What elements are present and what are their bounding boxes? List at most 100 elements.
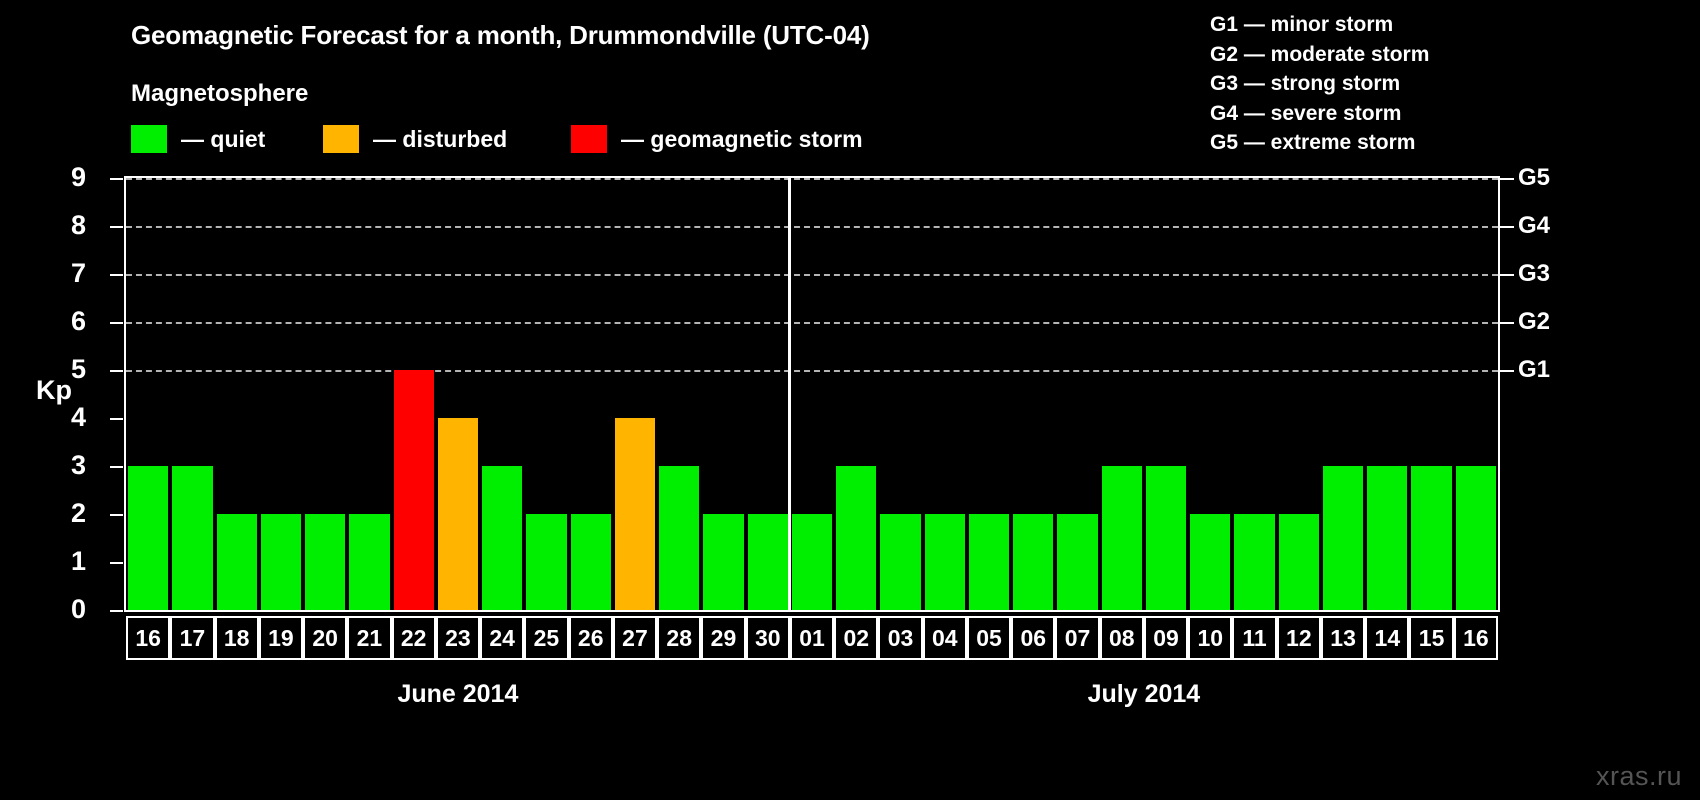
legend-swatch-disturbed: [323, 125, 359, 153]
bar-day-10[interactable]: [1190, 514, 1231, 610]
bar-day-07[interactable]: [1057, 514, 1098, 610]
bar-day-21[interactable]: [349, 514, 390, 610]
y-tick-label-6: 6: [70, 306, 86, 336]
g-scale-row-g3: G3 — strong storm: [1210, 72, 1401, 95]
bar-day-04[interactable]: [924, 514, 965, 610]
legend-swatch-quiet: [131, 125, 167, 153]
date-label-cell[interactable]: 11: [1232, 616, 1277, 660]
date-label-cell[interactable]: 01: [789, 616, 835, 660]
date-label-cell[interactable]: 30: [745, 616, 790, 660]
date-label-cell[interactable]: 23: [435, 616, 481, 660]
date-label-cell[interactable]: 20: [303, 616, 348, 660]
date-label-cell[interactable]: 26: [568, 616, 613, 660]
bar-day-18[interactable]: [216, 514, 257, 610]
bar-day-11[interactable]: [1234, 514, 1275, 610]
date-label-cell[interactable]: 05: [966, 616, 1012, 660]
y-tick-mark-0: [110, 610, 123, 612]
date-label-cell[interactable]: 07: [1055, 616, 1100, 660]
y-tick-label-5: 5: [70, 354, 86, 384]
date-label-cell[interactable]: 16: [126, 616, 171, 660]
date-label-cell[interactable]: 15: [1409, 616, 1454, 660]
bar-day-03[interactable]: [880, 514, 921, 610]
chart-plot-area: [124, 176, 1500, 612]
legend-swatch-geomagnetic-storm: [571, 125, 607, 153]
date-label-cell[interactable]: 18: [214, 616, 259, 660]
y-tick-mark-5: [110, 370, 123, 372]
gridline-kp-7: [126, 274, 1498, 276]
legend-entry-quiet: — quiet: [131, 122, 265, 156]
y-tick-mark-3: [110, 466, 123, 468]
y-tick-mark-8: [110, 226, 123, 228]
date-label-cell[interactable]: 06: [1011, 616, 1056, 660]
date-label-cell[interactable]: 14: [1365, 616, 1410, 660]
y-tick-mark-9: [110, 178, 123, 180]
date-label-cell[interactable]: 08: [1099, 616, 1144, 660]
date-label-cell[interactable]: 09: [1143, 616, 1189, 660]
g-scale-row-g5: G5 — extreme storm: [1210, 131, 1416, 154]
date-label-cell[interactable]: 12: [1276, 616, 1321, 660]
bar-day-29[interactable]: [703, 514, 744, 610]
bar-day-24[interactable]: [482, 466, 523, 610]
date-label-cell[interactable]: 22: [391, 616, 436, 660]
y-tick-mark-1: [110, 562, 123, 564]
bar-day-02[interactable]: [836, 466, 877, 610]
y-tick-label-7: 7: [70, 258, 86, 288]
g-scale-row-g2: G2 — moderate storm: [1210, 42, 1430, 66]
bar-day-16[interactable]: [128, 466, 169, 610]
bar-day-01[interactable]: [791, 514, 833, 610]
date-label-cell[interactable]: 21: [347, 616, 392, 660]
page-title: Geomagnetic Forecast for a month, Drummo…: [131, 20, 870, 50]
month-caption-1: June 2014: [397, 680, 519, 708]
y-tick-mark-2: [110, 514, 123, 516]
bar-day-05[interactable]: [968, 514, 1010, 610]
g-tick-mark-g5: [1500, 178, 1514, 180]
y-tick-label-1: 1: [70, 546, 86, 576]
g-tick-label-g4: G4: [1518, 212, 1551, 239]
date-label-cell[interactable]: 17: [170, 616, 215, 660]
bar-day-20[interactable]: [305, 514, 346, 610]
date-label-cell[interactable]: 24: [480, 616, 525, 660]
g-tick-label-g2: G2: [1518, 308, 1551, 335]
bar-day-19[interactable]: [260, 514, 302, 610]
bar-day-12[interactable]: [1278, 514, 1319, 610]
gridline-kp-5: [126, 370, 1498, 372]
chart-plot-inner: [126, 178, 1498, 610]
date-label-cell[interactable]: 29: [701, 616, 746, 660]
y-tick-label-3: 3: [70, 450, 86, 480]
y-tick-mark-7: [110, 274, 123, 276]
y-tick-label-0: 0: [70, 594, 86, 624]
bar-day-15[interactable]: [1411, 466, 1452, 610]
bar-day-06[interactable]: [1013, 514, 1054, 610]
date-label-cell[interactable]: 16: [1453, 616, 1498, 660]
y-axis-title: Kp: [36, 375, 72, 405]
g-tick-mark-g1: [1500, 370, 1514, 372]
bar-day-17[interactable]: [172, 466, 213, 610]
date-label-cell[interactable]: 02: [834, 616, 879, 660]
date-label-cell[interactable]: 10: [1188, 616, 1233, 660]
date-label-cell[interactable]: 13: [1320, 616, 1366, 660]
bar-day-25[interactable]: [526, 514, 567, 610]
bar-day-16[interactable]: [1455, 466, 1496, 610]
date-label-cell[interactable]: 27: [612, 616, 658, 660]
date-label-cell[interactable]: 28: [657, 616, 702, 660]
legend-entry-geomagnetic-storm: — geomagnetic storm: [571, 122, 863, 156]
bar-day-08[interactable]: [1101, 466, 1142, 610]
g-tick-mark-g4: [1500, 226, 1514, 228]
bar-day-27[interactable]: [614, 418, 656, 610]
date-label-cell[interactable]: 25: [524, 616, 569, 660]
bar-day-26[interactable]: [570, 514, 611, 610]
bar-day-23[interactable]: [437, 418, 479, 610]
date-label-cell[interactable]: 03: [878, 616, 923, 660]
bar-day-28[interactable]: [659, 466, 700, 610]
bar-day-22[interactable]: [393, 370, 434, 610]
legend-entry-disturbed: — disturbed: [323, 122, 507, 156]
bar-day-14[interactable]: [1367, 466, 1408, 610]
g-tick-mark-g3: [1500, 274, 1514, 276]
date-label-cell[interactable]: 19: [258, 616, 304, 660]
date-label-cell[interactable]: 04: [922, 616, 967, 660]
bar-day-30[interactable]: [747, 514, 788, 610]
bar-day-09[interactable]: [1145, 466, 1187, 610]
g-scale-row-g4: G4 — severe storm: [1210, 101, 1402, 125]
bar-day-13[interactable]: [1322, 466, 1364, 610]
g-scale-row-g1: G1 — minor storm: [1210, 13, 1394, 36]
